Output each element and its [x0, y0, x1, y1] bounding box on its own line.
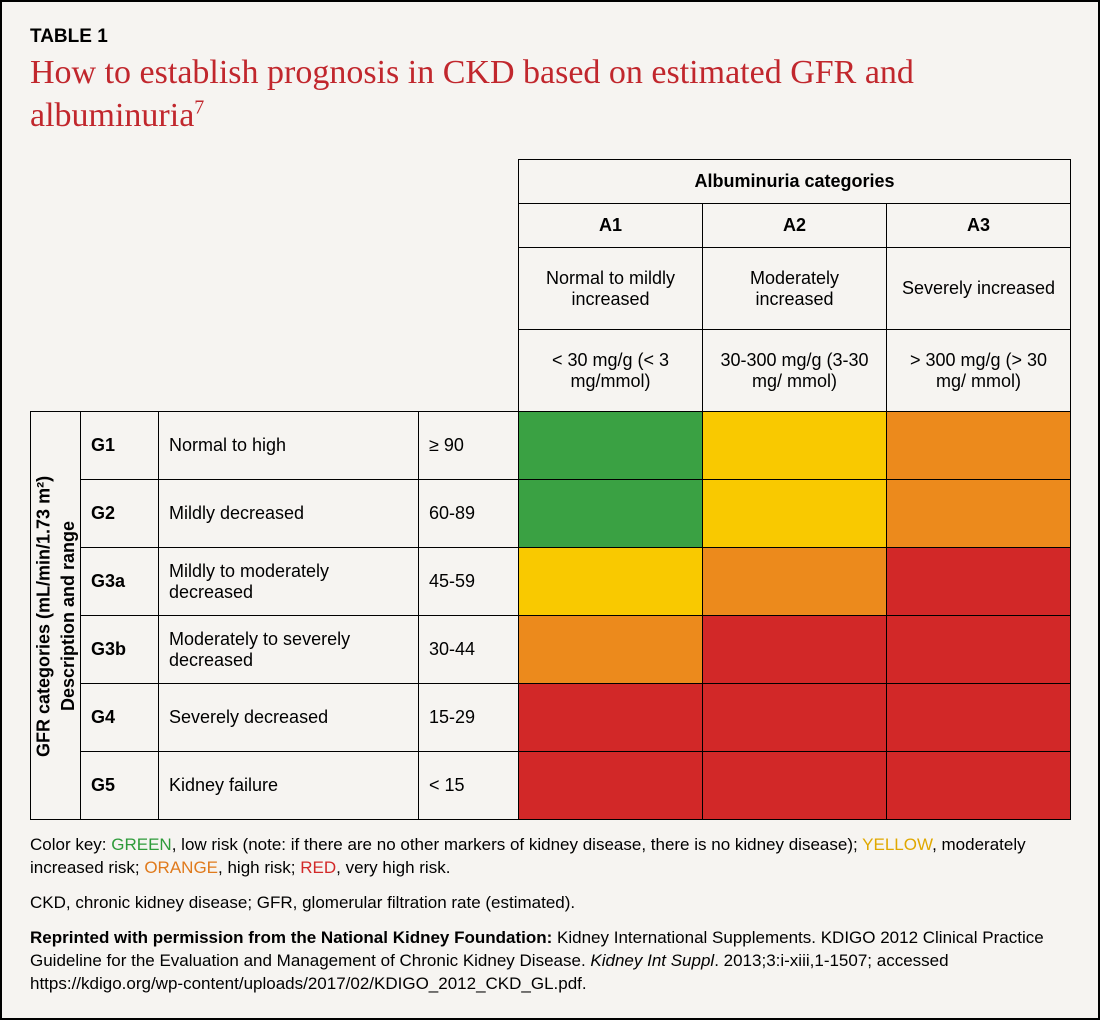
gfr-range: < 15 — [419, 752, 519, 820]
color-key-prefix: Color key: — [30, 835, 111, 854]
risk-cell — [703, 752, 887, 820]
risk-cell — [519, 752, 703, 820]
gfr-range: 15-29 — [419, 684, 519, 752]
gfr-desc: Moderately to severely decreased — [159, 616, 419, 684]
risk-cell — [887, 684, 1071, 752]
col-header-desc: Moderately increased — [703, 248, 887, 330]
risk-cell — [887, 548, 1071, 616]
citation-italic: Kidney Int Suppl — [590, 951, 714, 970]
col-header-range: < 30 mg/g (< 3 mg/mmol) — [519, 330, 703, 412]
table-row: G5 Kidney failure < 15 — [31, 752, 1071, 820]
legend-text: , very high risk. — [336, 858, 450, 877]
gfr-range: ≥ 90 — [419, 412, 519, 480]
gfr-code: G2 — [81, 480, 159, 548]
table-number: TABLE 1 — [30, 26, 1070, 48]
title-text: How to establish prognosis in CKD based … — [30, 54, 914, 134]
gfr-range: 45-59 — [419, 548, 519, 616]
gfr-axis-label: GFR categories (mL/min/1.73 m²) Descript… — [31, 412, 81, 820]
gfr-desc: Mildly decreased — [159, 480, 419, 548]
risk-cell — [703, 480, 887, 548]
gfr-desc: Kidney failure — [159, 752, 419, 820]
gfr-desc: Mildly to moderately decreased — [159, 548, 419, 616]
gfr-code: G3b — [81, 616, 159, 684]
citation: Reprinted with permission from the Natio… — [30, 927, 1070, 996]
legend-word-yellow: YELLOW — [862, 835, 932, 854]
gfr-axis-line2: Description and range — [58, 520, 78, 710]
legend-word-orange: ORANGE — [144, 858, 218, 877]
spacer — [31, 160, 519, 204]
table-title: How to establish prognosis in CKD based … — [30, 52, 1070, 137]
gfr-code: G5 — [81, 752, 159, 820]
gfr-desc: Normal to high — [159, 412, 419, 480]
table-row: G4 Severely decreased 15-29 — [31, 684, 1071, 752]
col-header-code: A2 — [703, 204, 887, 248]
spacer — [31, 204, 519, 248]
risk-cell — [703, 684, 887, 752]
col-header-range: > 300 mg/g (> 30 mg/ mmol) — [887, 330, 1071, 412]
col-header-code: A3 — [887, 204, 1071, 248]
risk-cell — [519, 480, 703, 548]
table-row: G3b Moderately to severely decreased 30-… — [31, 616, 1071, 684]
risk-cell — [519, 412, 703, 480]
footnotes: Color key: GREEN, low risk (note: if the… — [30, 834, 1070, 996]
abbreviations: CKD, chronic kidney disease; GFR, glomer… — [30, 892, 1070, 915]
gfr-code: G4 — [81, 684, 159, 752]
risk-cell — [887, 616, 1071, 684]
risk-cell — [703, 548, 887, 616]
legend-text: , high risk; — [218, 858, 300, 877]
gfr-desc: Severely decreased — [159, 684, 419, 752]
risk-cell — [519, 684, 703, 752]
gfr-code: G1 — [81, 412, 159, 480]
table-row: GFR categories (mL/min/1.73 m²) Descript… — [31, 412, 1071, 480]
title-superscript: 7 — [194, 96, 204, 118]
gfr-axis-line1: GFR categories (mL/min/1.73 m²) — [33, 475, 53, 756]
col-header-range: 30-300 mg/g (3-30 mg/ mmol) — [703, 330, 887, 412]
table-figure: TABLE 1 How to establish prognosis in CK… — [0, 0, 1100, 1020]
col-header-desc: Severely increased — [887, 248, 1071, 330]
risk-cell — [887, 752, 1071, 820]
gfr-code: G3a — [81, 548, 159, 616]
risk-cell — [519, 548, 703, 616]
gfr-range: 30-44 — [419, 616, 519, 684]
citation-bold: Reprinted with permission from the Natio… — [30, 928, 557, 947]
col-header-code: A1 — [519, 204, 703, 248]
prognosis-table: Albuminuria categories A1 A2 A3 Normal t… — [30, 159, 1071, 820]
spacer — [31, 248, 519, 330]
table-row: G2 Mildly decreased 60-89 — [31, 480, 1071, 548]
spacer — [31, 330, 519, 412]
albuminuria-group-header: Albuminuria categories — [519, 160, 1071, 204]
table-row: G3a Mildly to moderately decreased 45-59 — [31, 548, 1071, 616]
color-key: Color key: GREEN, low risk (note: if the… — [30, 834, 1070, 880]
risk-cell — [887, 412, 1071, 480]
col-header-desc: Normal to mildly increased — [519, 248, 703, 330]
risk-cell — [703, 412, 887, 480]
gfr-range: 60-89 — [419, 480, 519, 548]
risk-cell — [703, 616, 887, 684]
risk-cell — [519, 616, 703, 684]
risk-cell — [887, 480, 1071, 548]
legend-word-green: GREEN — [111, 835, 171, 854]
legend-word-red: RED — [300, 858, 336, 877]
legend-text: , low risk (note: if there are no other … — [172, 835, 862, 854]
